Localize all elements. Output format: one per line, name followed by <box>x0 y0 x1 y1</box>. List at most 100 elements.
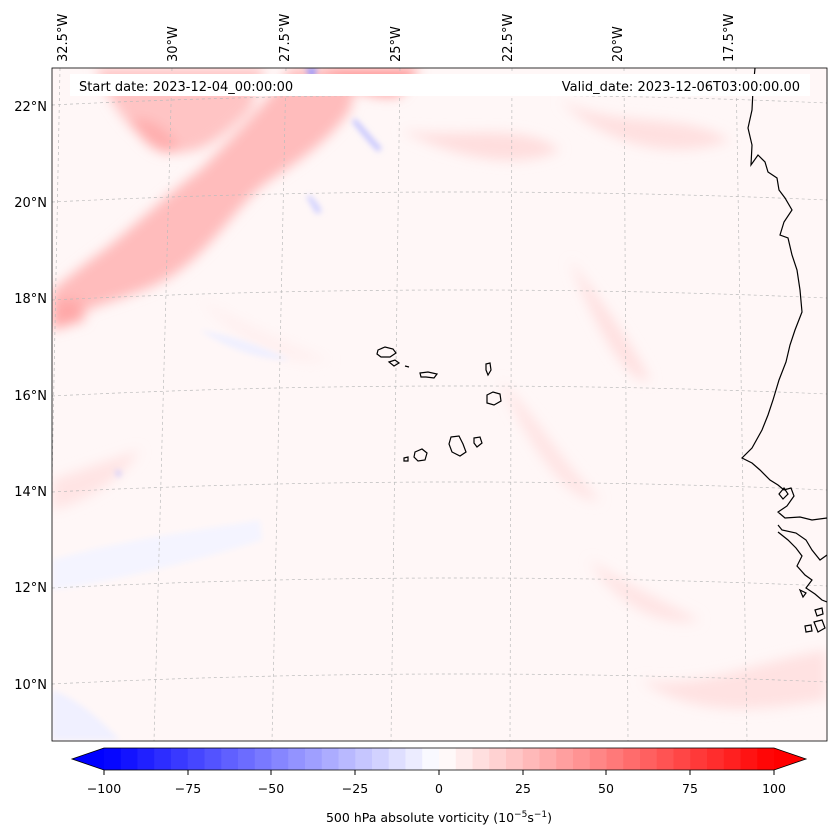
colorbar-tick-neg100: −100 <box>87 770 121 796</box>
latitude-labels: 22°N 20°N 18°N 16°N 14°N 12°N 10°N <box>14 100 47 693</box>
longitude-labels: 32.5°W 30°W 27.5°W 25°W 22.5°W 20°W 17.5… <box>56 14 737 62</box>
colorbar-segment <box>489 748 507 770</box>
colorbar-segment <box>573 748 591 770</box>
island-sao-nicolau <box>419 371 439 379</box>
colorbar-tick-label-neg75: −75 <box>175 781 201 796</box>
lon-label-20w: 20°W <box>611 26 626 62</box>
lon-label-30w: 30°W <box>166 26 181 62</box>
islet-bijagos-3 <box>804 624 813 633</box>
colorbar-tick-label-100: 100 <box>762 781 786 796</box>
map-background <box>52 68 827 741</box>
parallel-20n <box>52 191 827 203</box>
coast-gambia-guinea-bissau <box>777 524 827 561</box>
colorbar-tick-neg75: −75 <box>175 770 201 796</box>
valid-date-label: Valid_date: 2023-12-06T03:00:00.00 <box>562 80 800 95</box>
island-santa-luzia <box>404 365 410 368</box>
colorbar-tick-25: 25 <box>515 770 531 796</box>
colorbar-segment <box>204 748 222 770</box>
colorbar-tick-neg50: −50 <box>258 770 284 796</box>
lon-label-32-5w: 32.5°W <box>56 14 71 62</box>
colorbar-segment <box>556 748 574 770</box>
map-panel <box>52 68 827 741</box>
colorbar-tick-label-75: 75 <box>682 781 698 796</box>
colorbar-tick-label-25: 25 <box>515 781 531 796</box>
colorbar-segment <box>707 748 725 770</box>
colorbar-segment <box>422 748 440 770</box>
colorbar-segment <box>472 748 490 770</box>
colorbar-ticks: −100 −75 −50 −25 0 25 50 75 100 <box>87 770 786 796</box>
colorbar-segment <box>321 748 339 770</box>
colorbar-segment <box>623 748 641 770</box>
lat-label-22n: 22°N <box>14 100 47 115</box>
meridian-30w <box>153 68 173 741</box>
start-date-label: Start date: 2023-12-04_00:00:00 <box>79 80 293 95</box>
lat-label-16n: 16°N <box>14 389 47 404</box>
lon-label-17-5w: 17.5°W <box>722 14 737 62</box>
colorbar-tick-label-neg50: −50 <box>258 781 284 796</box>
lat-label-18n: 18°N <box>14 292 47 307</box>
meridian-27-5w <box>271 68 287 741</box>
colorbar-segment <box>589 748 607 770</box>
colorbar-segment <box>723 748 741 770</box>
colorbar-segment <box>640 748 658 770</box>
coast-cap-vert <box>778 486 789 500</box>
colorbar-max-arrow <box>774 748 806 770</box>
lon-label-25w: 25°W <box>389 26 404 62</box>
island-boa-vista <box>486 391 502 406</box>
vorticity-field <box>52 68 827 740</box>
island-fogo <box>413 448 428 462</box>
meridian-20w <box>623 68 629 741</box>
island-brava <box>403 456 409 462</box>
colorbar-tick-label-0: 0 <box>435 781 443 796</box>
colorbar-segment <box>455 748 473 770</box>
colorbar-segment <box>120 748 138 770</box>
colorbar-segment <box>757 748 775 770</box>
colorbar-segment <box>522 748 540 770</box>
colorbar-segment <box>221 748 239 770</box>
graticule <box>52 68 827 741</box>
parallel-16n <box>52 385 827 397</box>
colorbar-segment <box>187 748 205 770</box>
colorbar-segment <box>439 748 457 770</box>
parallel-22n <box>52 94 827 106</box>
island-santiago <box>448 435 467 457</box>
colorbar-title: 500 hPa absolute vorticity (10−5s−1) <box>326 810 552 825</box>
island-sao-vicente <box>387 359 401 367</box>
colorbar-tick-label-neg25: −25 <box>342 781 368 796</box>
colorbar-segment <box>104 748 122 770</box>
islet-bijagos-1 <box>798 588 807 599</box>
colorbar-tick-50: 50 <box>598 770 614 796</box>
colorbar-segment <box>539 748 557 770</box>
header-band <box>70 74 810 96</box>
lat-label-12n: 12°N <box>14 581 47 596</box>
meridian-25w <box>390 68 401 741</box>
lat-label-14n: 14°N <box>14 485 47 500</box>
colorbar-segment <box>238 748 256 770</box>
colorbar-segment <box>690 748 708 770</box>
colorbar-min-arrow <box>72 748 104 770</box>
colorbar-segment <box>673 748 691 770</box>
parallel-12n <box>52 577 827 589</box>
island-maio <box>473 436 483 448</box>
colorbar: −100 −75 −50 −25 0 25 50 75 100 500 hPa … <box>70 747 808 825</box>
lon-label-22-5w: 22.5°W <box>501 14 516 62</box>
parallel-10n <box>52 673 827 685</box>
colorbar-segment <box>656 748 674 770</box>
colorbar-tick-0: 0 <box>435 770 443 796</box>
cape-verde-islands <box>376 346 502 462</box>
west-africa-coastline <box>740 68 827 633</box>
colorbar-segment <box>388 748 406 770</box>
parallel-18n <box>52 289 827 301</box>
colorbar-tick-label-50: 50 <box>598 781 614 796</box>
colorbar-tick-100: 100 <box>762 770 786 796</box>
island-sal <box>485 362 492 377</box>
meridian-22-5w <box>509 68 513 741</box>
colorbar-segment <box>154 748 172 770</box>
colorbar-segment <box>355 748 373 770</box>
colorbar-segment <box>271 748 289 770</box>
lon-label-27-5w: 27.5°W <box>278 14 293 62</box>
coast-guinea-bissau <box>777 531 827 603</box>
parallel-14n <box>52 481 827 493</box>
island-santo-antao <box>376 346 397 358</box>
